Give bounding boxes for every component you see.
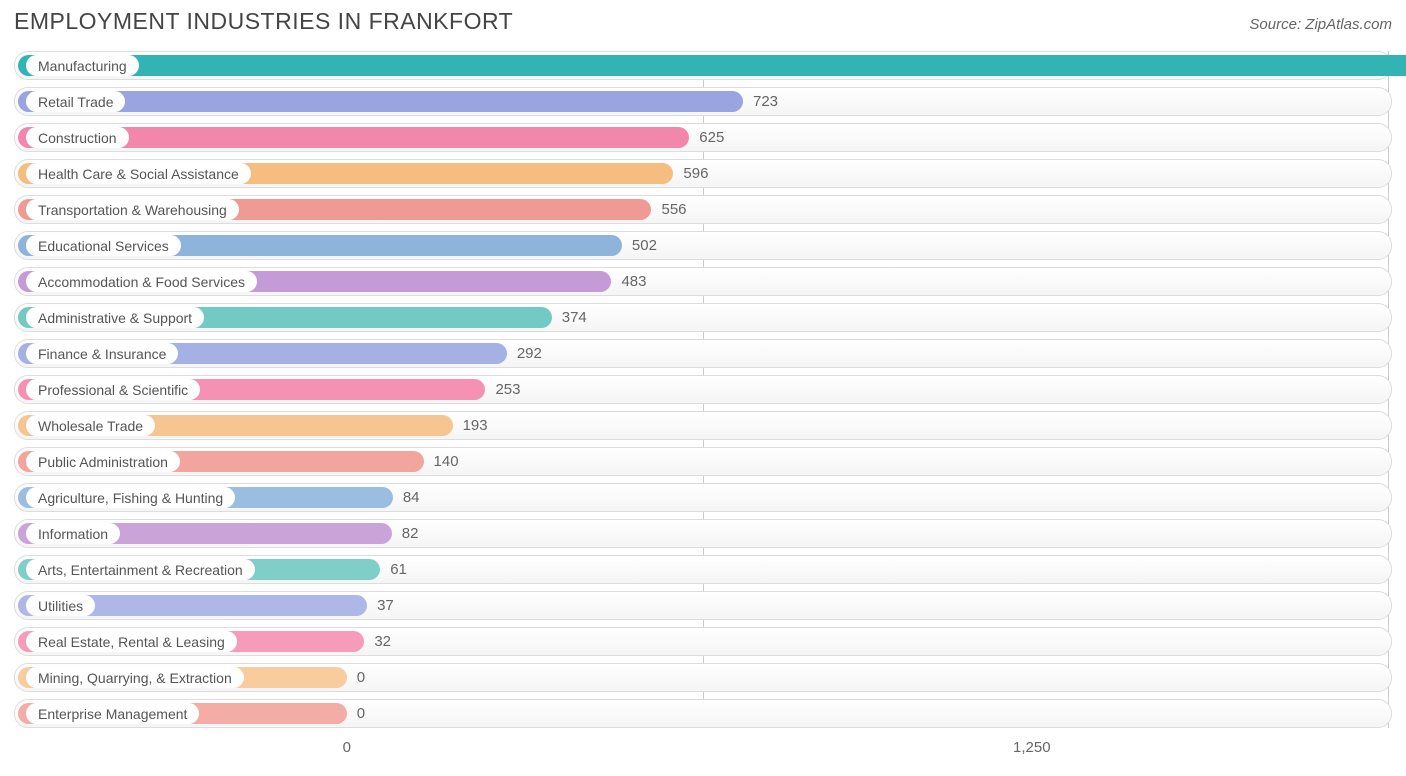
bar-row: Construction 625 <box>14 123 1392 152</box>
bar-label-pill: Mining, Quarrying, & Extraction <box>26 667 244 688</box>
bar-label-pill: Utilities <box>26 595 95 616</box>
bar-value: 82 <box>392 519 419 548</box>
bar-value: 61 <box>380 555 407 584</box>
bar-value: 596 <box>673 159 708 188</box>
bar-value: 140 <box>424 447 459 476</box>
source-label: Source: <box>1249 16 1301 33</box>
bar-row: Retail Trade 723 <box>14 87 1392 116</box>
bar-label-pill: Wholesale Trade <box>26 415 155 436</box>
bar-label-pill: Health Care & Social Assistance <box>26 163 251 184</box>
bar-value: 556 <box>651 195 686 224</box>
bar-label-pill: Administrative & Support <box>26 307 204 328</box>
x-axis-tick: 0 <box>343 739 351 756</box>
source-name: ZipAtlas.com <box>1305 16 1392 33</box>
bar-value: 2,124 <box>14 51 1406 80</box>
bar-label-pill: Construction <box>26 127 129 148</box>
bar-label-pill: Accommodation & Food Services <box>26 271 257 292</box>
bar-row: Accommodation & Food Services 483 <box>14 267 1392 296</box>
bar-row: Agriculture, Fishing & Hunting 84 <box>14 483 1392 512</box>
bar-label-pill: Information <box>26 523 120 544</box>
bar-value: 193 <box>453 411 488 440</box>
bar-label-pill: Public Administration <box>26 451 180 472</box>
bar-value: 483 <box>611 267 646 296</box>
bar-value: 625 <box>689 123 724 152</box>
bar-row: Arts, Entertainment & Recreation 61 <box>14 555 1392 584</box>
bar-row: Enterprise Management 0 <box>14 699 1392 728</box>
bar-row: Real Estate, Rental & Leasing 32 <box>14 627 1392 656</box>
bar-value: 374 <box>552 303 587 332</box>
bar-value: 0 <box>347 663 365 692</box>
bar-value: 253 <box>485 375 520 404</box>
bar-value: 84 <box>393 483 420 512</box>
bar-value: 292 <box>507 339 542 368</box>
x-axis-tick: 1,250 <box>1013 739 1051 756</box>
bar-label-pill: Transportation & Warehousing <box>26 199 239 220</box>
bar-row: Wholesale Trade 193 <box>14 411 1392 440</box>
bar-value: 37 <box>367 591 394 620</box>
bar-row: Administrative & Support 374 <box>14 303 1392 332</box>
bar-row: Finance & Insurance 292 <box>14 339 1392 368</box>
bar-label-pill: Arts, Entertainment & Recreation <box>26 559 255 580</box>
bar-row: Mining, Quarrying, & Extraction 0 <box>14 663 1392 692</box>
bar-row: Utilities 37 <box>14 591 1392 620</box>
bar-value: 0 <box>347 699 365 728</box>
bar-label-pill: Retail Trade <box>26 91 125 112</box>
bar-value: 32 <box>364 627 391 656</box>
bar-row: Health Care & Social Assistance 596 <box>14 159 1392 188</box>
bar-label-pill: Educational Services <box>26 235 181 256</box>
bar-fill <box>18 91 743 112</box>
chart-header: EMPLOYMENT INDUSTRIES IN FRANKFORT Sourc… <box>14 8 1392 35</box>
bar-label-pill: Professional & Scientific <box>26 379 200 400</box>
chart-title: EMPLOYMENT INDUSTRIES IN FRANKFORT <box>14 8 513 35</box>
chart-area: Manufacturing2,124 Retail Trade 723 Constru… <box>14 51 1392 763</box>
bar-row: Public Administration 140 <box>14 447 1392 476</box>
bar-row: Transportation & Warehousing 556 <box>14 195 1392 224</box>
x-axis: 01,2502,500 <box>14 735 1392 763</box>
bar-row: Manufacturing2,124 <box>14 51 1392 80</box>
bar-value: 723 <box>743 87 778 116</box>
bar-row: Information 82 <box>14 519 1392 548</box>
bar-label-pill: Real Estate, Rental & Leasing <box>26 631 237 652</box>
chart-source: Source: ZipAtlas.com <box>1249 16 1392 33</box>
bar-label-pill: Agriculture, Fishing & Hunting <box>26 487 235 508</box>
bar-value: 502 <box>622 231 657 260</box>
bar-row: Educational Services 502 <box>14 231 1392 260</box>
bar-label-pill: Finance & Insurance <box>26 343 178 364</box>
bar-label-pill: Enterprise Management <box>26 703 199 724</box>
bar-row: Professional & Scientific 253 <box>14 375 1392 404</box>
